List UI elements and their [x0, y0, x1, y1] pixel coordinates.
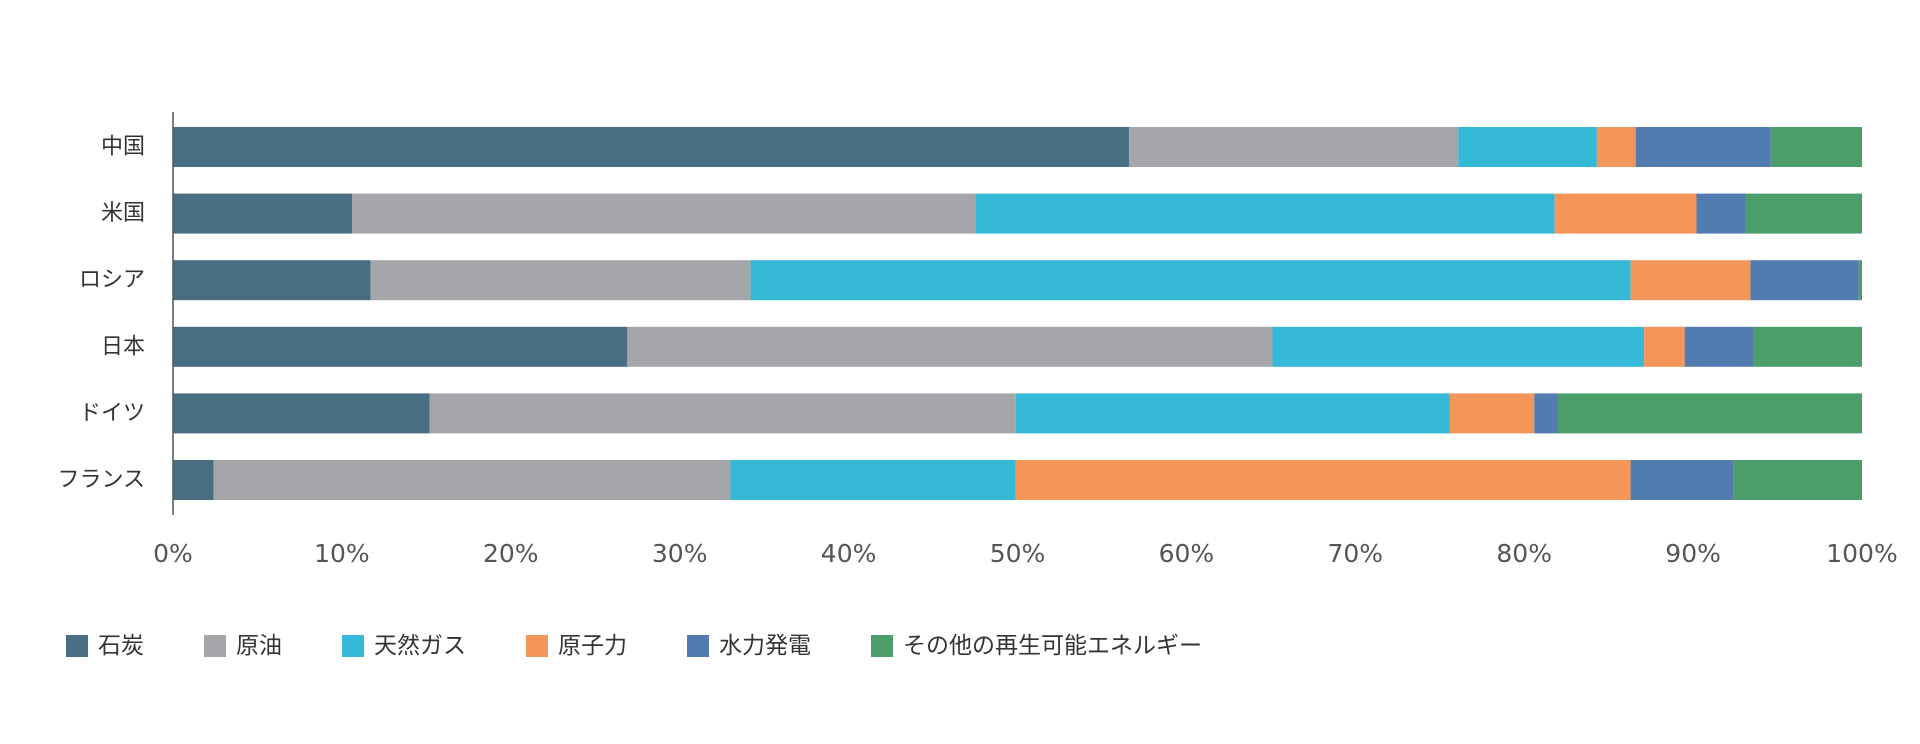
bar-segment-5-3	[1015, 460, 1631, 500]
legend-swatch-4	[687, 635, 709, 657]
x-tick-label-4: 40%	[821, 539, 877, 568]
x-tick-label-10: 100%	[1826, 539, 1897, 568]
legend-swatch-5	[871, 635, 893, 657]
bar-segment-0-2	[1458, 127, 1597, 167]
x-tick-label-1: 10%	[314, 539, 370, 568]
x-tick-label-8: 80%	[1496, 539, 1552, 568]
bar-segment-4-1	[429, 393, 1016, 434]
legend-label-4: 水力発電	[719, 633, 811, 659]
category-label-0: 中国	[101, 135, 145, 160]
bar-segment-2-5	[1858, 260, 1862, 301]
bar-segment-0-5	[1770, 127, 1862, 167]
bar-segment-0-4	[1635, 127, 1771, 167]
legend-item-1: 原油	[204, 633, 282, 659]
legend-item-2: 天然ガス	[342, 633, 466, 659]
legend-item-4: 水力発電	[687, 633, 811, 659]
legend-label-2: 天然ガス	[374, 633, 466, 659]
bar-segment-1-3	[1554, 193, 1697, 234]
bar-segment-2-3	[1630, 260, 1751, 301]
legend-label-5: その他の再生可能エネルギー	[903, 633, 1202, 659]
bar-segment-4-4	[1534, 393, 1558, 434]
bar-segment-1-1	[352, 193, 976, 234]
bar-segment-2-2	[750, 260, 1631, 301]
category-label-3: 日本	[101, 334, 145, 359]
x-tick-label-6: 60%	[1159, 539, 1215, 568]
x-tick-label-2: 20%	[483, 539, 539, 568]
category-label-1: 米国	[101, 201, 145, 226]
bar-segment-4-3	[1449, 393, 1535, 434]
legend-item-5: その他の再生可能エネルギー	[871, 633, 1202, 659]
bar-segment-3-5	[1753, 326, 1862, 367]
bar-segment-5-2	[730, 460, 1016, 500]
legend-swatch-3	[526, 635, 548, 657]
x-tick-label-5: 50%	[990, 539, 1046, 568]
x-tick-label-9: 90%	[1665, 539, 1721, 568]
bar-segment-3-2	[1272, 326, 1645, 367]
bar-segment-0-3	[1596, 127, 1636, 167]
bar-segment-3-1	[627, 326, 1273, 367]
x-tick-label-7: 70%	[1328, 539, 1384, 568]
bar-segment-0-0	[173, 127, 1129, 167]
legend-swatch-2	[342, 635, 364, 657]
bar-segment-3-0	[173, 326, 628, 367]
bar-segment-4-0	[173, 393, 430, 434]
bar-segment-2-4	[1750, 260, 1859, 301]
bar-segment-2-0	[173, 260, 371, 301]
bar-segment-0-1	[1128, 127, 1459, 167]
x-axis-ticks: 0% 10% 20% 30% 40% 50% 60% 70% 80% 90% 100%	[153, 539, 1898, 568]
bar-segment-5-4	[1630, 460, 1734, 500]
legend-label-3: 原子力	[558, 633, 627, 659]
bar-segment-5-0	[173, 460, 214, 500]
legend-swatch-1	[204, 635, 226, 657]
bar-segment-1-4	[1696, 193, 1746, 234]
bar-segment-3-4	[1684, 326, 1754, 367]
bars-layer	[173, 127, 1862, 500]
bar-segment-5-5	[1733, 460, 1862, 500]
legend-item-3: 原子力	[526, 633, 627, 659]
x-tick-label-0: 0%	[153, 539, 193, 568]
bar-segment-4-2	[1015, 393, 1450, 434]
legend-item-0: 石炭	[66, 633, 144, 659]
category-label-5: フランス	[57, 468, 145, 493]
legend-label-0: 石炭	[98, 633, 144, 659]
category-label-2: ロシア	[79, 268, 145, 293]
legend: 石炭 原油 天然ガス 原子力 水力発電 その他の再生可能エネルギー	[66, 633, 1202, 659]
x-tick-label-3: 30%	[652, 539, 708, 568]
bar-segment-1-5	[1745, 193, 1862, 234]
legend-swatch-0	[66, 635, 88, 657]
legend-label-1: 原油	[236, 633, 282, 659]
bar-segment-1-0	[173, 193, 353, 234]
category-label-4: ドイツ	[79, 401, 145, 426]
bar-segment-4-5	[1557, 393, 1862, 434]
bar-segment-1-2	[975, 193, 1555, 234]
bar-segment-3-3	[1644, 326, 1685, 367]
bar-segment-2-1	[370, 260, 751, 301]
bar-segment-5-1	[213, 460, 731, 500]
